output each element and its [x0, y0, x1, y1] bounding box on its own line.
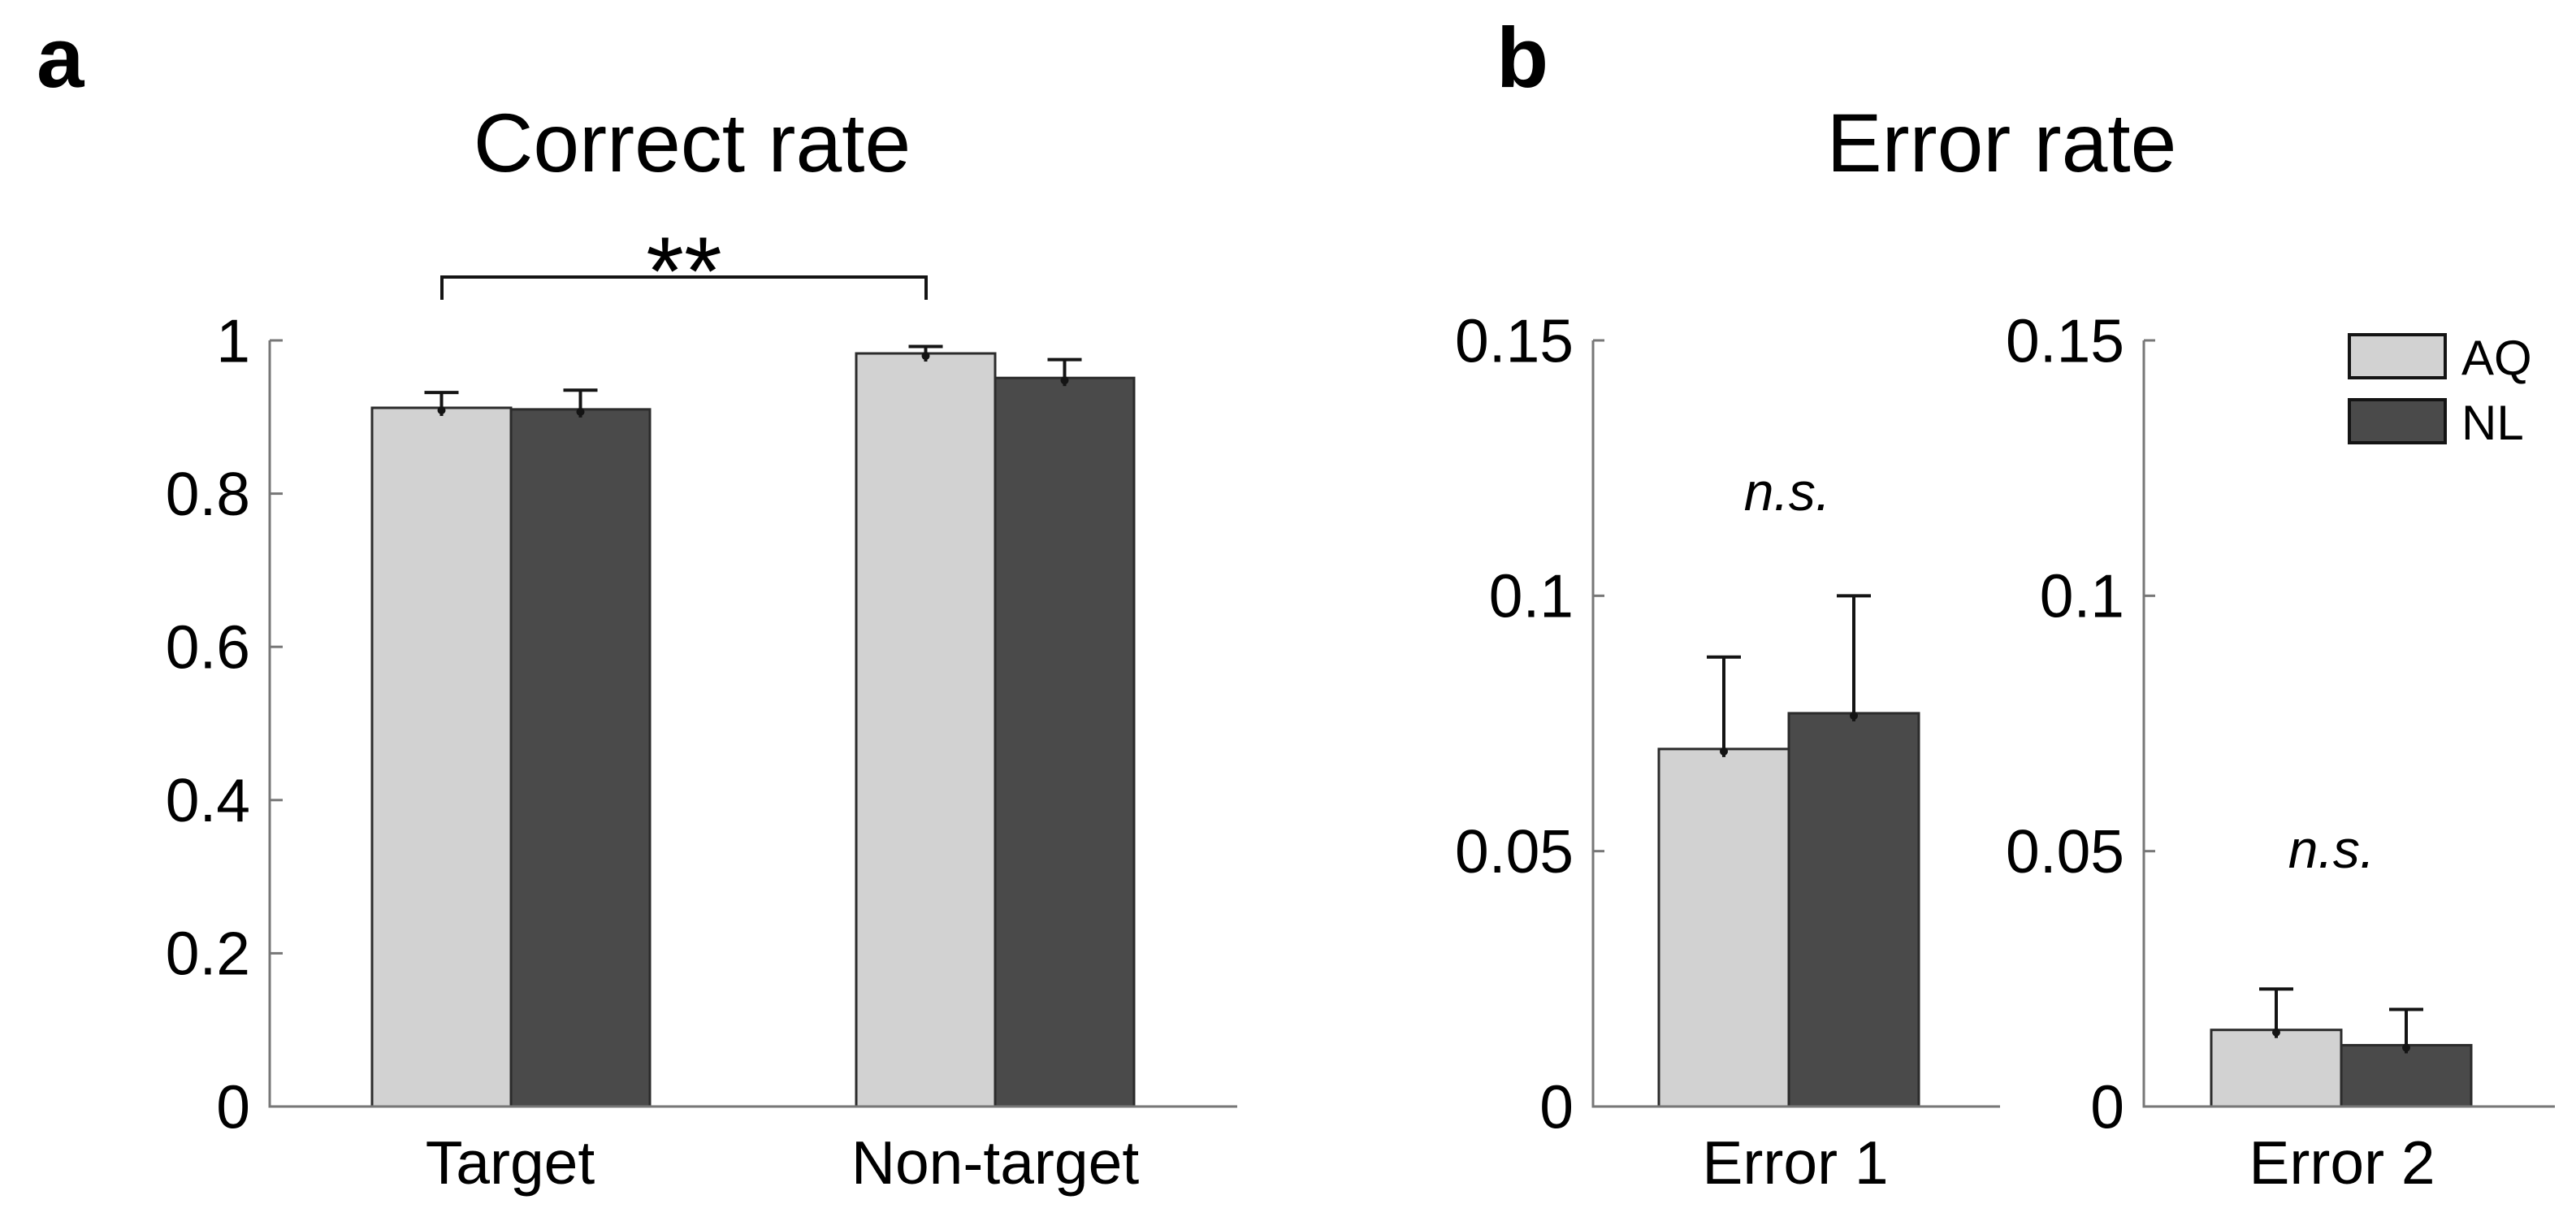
xlabel-error1: Error 1 — [1702, 1128, 1888, 1197]
legend-swatch-aq — [2348, 333, 2447, 379]
ytick-label-correct-rate: 0.2 — [166, 920, 250, 988]
bar-target-nl — [509, 408, 652, 1108]
significance-label: ** — [646, 217, 721, 326]
significance-bracket — [440, 275, 928, 300]
error-base-marker-non-target-nl — [1060, 376, 1069, 385]
legend-label-aq: AQ — [2461, 331, 2532, 385]
bar-target-aq — [370, 406, 513, 1108]
ns-label-error2: n.s. — [2288, 819, 2375, 879]
xlabel-error2: Error 2 — [2249, 1128, 2435, 1197]
chart-error-1: 0 0.05 0.1 0.15 — [1455, 306, 2000, 1141]
ytick-label-error-2: 0.1 — [2040, 562, 2124, 630]
ytick-label-error-2: 0.15 — [2006, 306, 2124, 375]
ytick-label-error-1: 0.1 — [1489, 562, 1574, 630]
panel-a-label: a — [37, 11, 85, 106]
xlabel-target: Target — [426, 1128, 595, 1197]
bar-non-target-nl — [994, 376, 1136, 1108]
ytick-label-error-2: 0 — [2090, 1072, 2124, 1141]
error-base-marker-target-nl — [576, 407, 585, 416]
panel-b-title: Error rate — [1827, 97, 2177, 189]
chart-error-2: 0 0.05 0.1 0.15 — [2006, 306, 2555, 1141]
bar-error-1-nl — [1787, 712, 1920, 1108]
error-base-marker-error-1-aq — [1720, 747, 1728, 756]
ytick-label-correct-rate: 0.8 — [166, 460, 250, 528]
xlabel-non-target: Non-target — [851, 1128, 1140, 1197]
panel-b-label: b — [1496, 11, 1548, 106]
panel-a-title: Correct rate — [474, 97, 911, 189]
legend: AQ NL — [2348, 331, 2532, 450]
charts-layer: 0 0.2 0.4 0.6 0.8 1 0 0.05 0.1 0.15 0 0.05 0.1 0.15 — [166, 306, 2555, 1141]
legend-label-nl: NL — [2461, 396, 2524, 450]
error-base-marker-target-aq — [437, 405, 446, 414]
bar-error-2-aq — [2210, 1029, 2343, 1108]
error-base-marker-non-target-aq — [921, 352, 930, 361]
bar-error-2-nl — [2340, 1044, 2473, 1108]
bar-error-1-aq — [1657, 747, 1790, 1108]
chart-correct-rate: 0 0.2 0.4 0.6 0.8 1 — [166, 306, 1237, 1141]
bar-non-target-aq — [855, 352, 997, 1108]
legend-swatch-nl — [2348, 398, 2447, 444]
ytick-label-correct-rate: 1 — [216, 306, 250, 375]
ytick-label-correct-rate: 0.6 — [166, 613, 250, 681]
ytick-label-error-1: 0.15 — [1455, 306, 1574, 375]
ytick-label-correct-rate: 0.4 — [166, 766, 250, 834]
ytick-label-error-1: 0.05 — [1455, 817, 1574, 886]
axis-error-2 — [2142, 340, 2555, 1108]
error-base-marker-error-2-aq — [2272, 1028, 2280, 1037]
ytick-label-error-1: 0 — [1539, 1072, 1574, 1141]
ytick-label-error-2: 0.05 — [2006, 817, 2124, 886]
ytick-label-correct-rate: 0 — [216, 1072, 250, 1141]
error-base-marker-error-2-nl — [2402, 1043, 2410, 1052]
ns-label-error1: n.s. — [1744, 461, 1830, 522]
error-base-marker-error-1-nl — [1850, 711, 1858, 720]
